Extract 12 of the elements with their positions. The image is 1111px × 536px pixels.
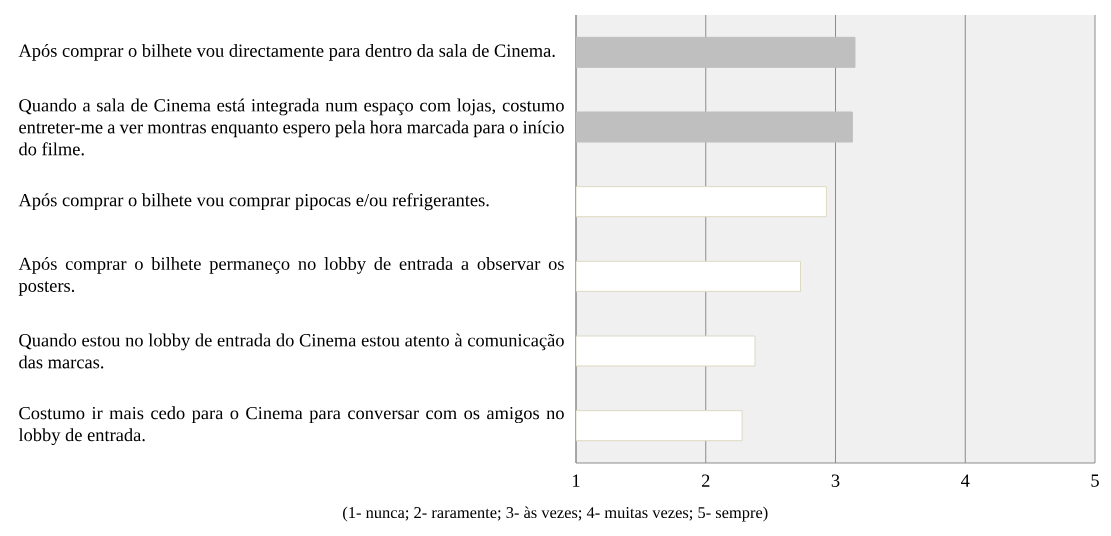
y-tick-label: Costumo ir mais cedo para o Cinema para conversar com os amigos no lobby de entrada.: [18, 406, 564, 446]
y-tick-label: Quando estou no lobby de entrada do Cinema estou atento à comunicação das marcas.: [19, 333, 564, 369]
y-tick-label: Após comprar o bilhete permaneço no lobby de entrada a observar os posters.: [18, 257, 564, 296]
x-tick-label: 4: [961, 474, 970, 487]
x-tick-label: 2: [701, 474, 710, 487]
x-tick-label: 5: [1091, 474, 1099, 487]
x-axis-title: (1- nunca; 2- raramente; 3- às vezes; 4- muitas vezes; 5- sempre): [343, 506, 768, 522]
x-tick-label: 3: [831, 474, 840, 487]
x-tick-label: 1: [573, 474, 580, 487]
y-tick-label: Após comprar o bilhete vou comprar pipocas e/ou refrigerantes.: [18, 193, 489, 211]
y-tick-label: Após comprar o bilhete vou directamente para dentro da sala de Cinema.: [18, 43, 555, 61]
y-tick-label: Quando a sala de Cinema está integrada num espaço com lojas, costumo entreter-me a ver montras enquanto espero pela hora marcada para o início do filme.: [19, 98, 564, 156]
